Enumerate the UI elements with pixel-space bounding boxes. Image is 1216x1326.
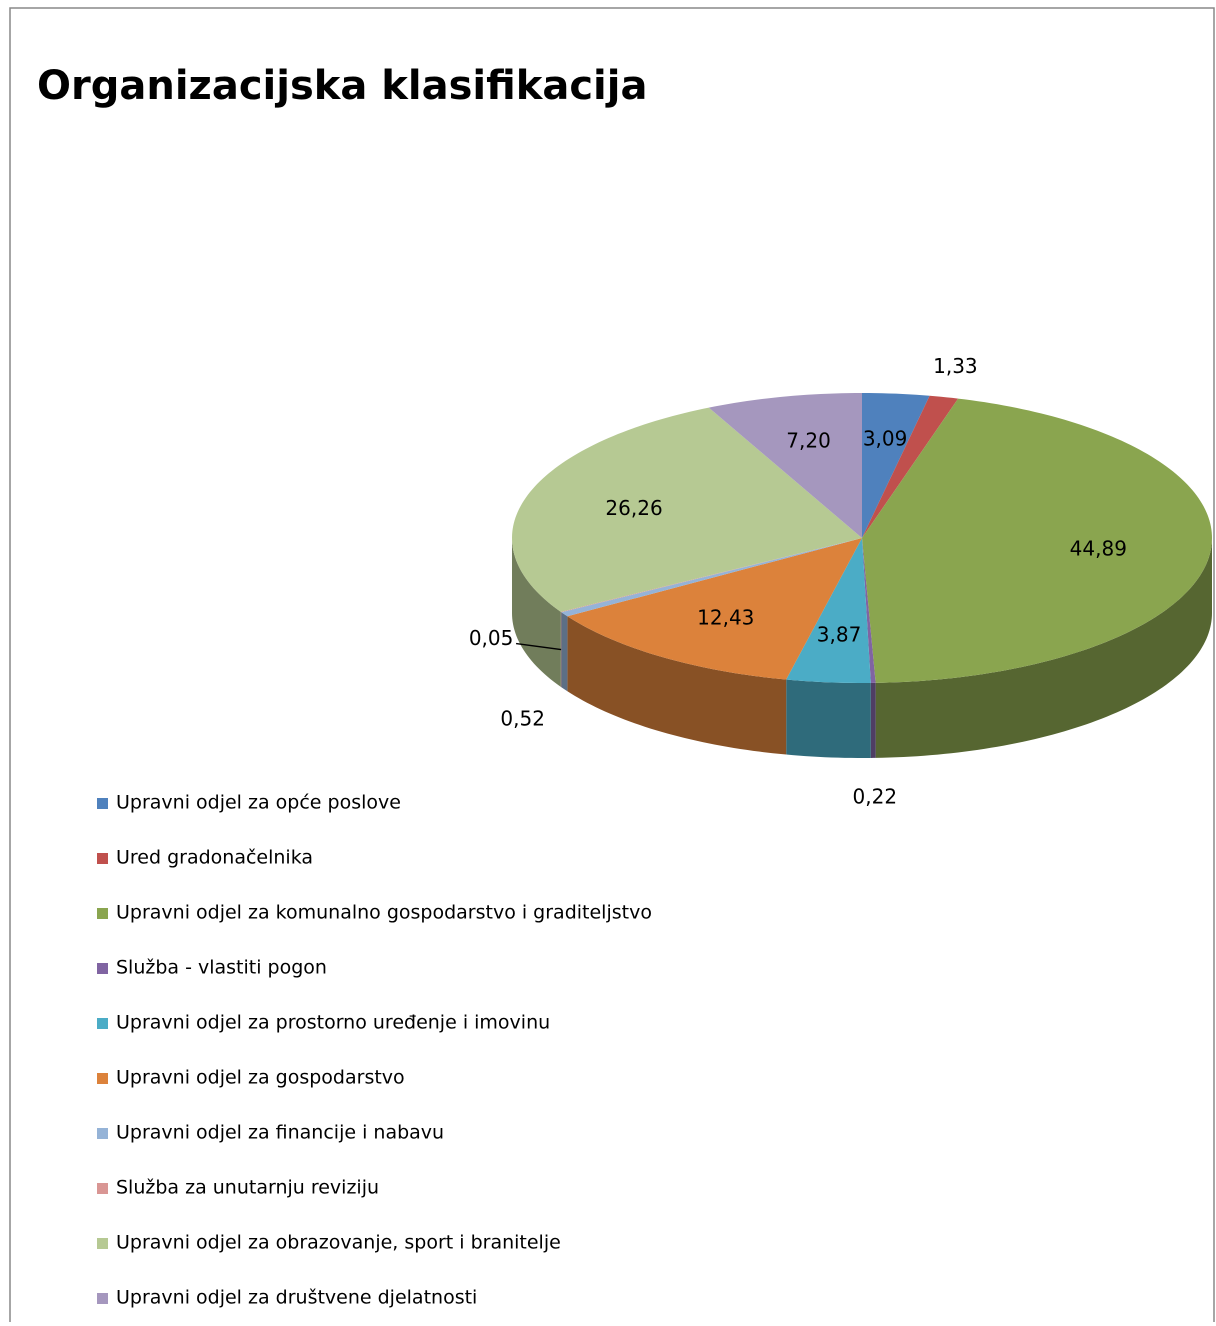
data-label: 12,43 — [697, 605, 754, 629]
legend-label: Upravni odjel za gospodarstvo — [116, 1067, 405, 1089]
pie-slice — [786, 538, 871, 683]
data-label: 0,05 — [469, 626, 514, 650]
pie-side — [512, 538, 561, 687]
data-label: 44,89 — [1070, 536, 1127, 560]
legend-label: Upravni odjel za financije i nabavu — [116, 1122, 444, 1144]
legend-swatch — [97, 1073, 108, 1084]
legend-swatch — [97, 1018, 108, 1029]
legend-swatch — [97, 908, 108, 919]
pie-slice — [512, 407, 862, 612]
pie-side — [567, 616, 787, 755]
legend-swatch — [97, 1128, 108, 1139]
pie-slice — [560, 538, 862, 613]
legend-swatch — [97, 1238, 108, 1249]
data-label: 3,87 — [817, 623, 862, 647]
legend-swatch — [97, 1183, 108, 1194]
data-label: 7,20 — [786, 428, 831, 452]
data-label: 26,26 — [605, 496, 662, 520]
data-label: 3,09 — [863, 426, 908, 450]
legend-label: Upravni odjel za obrazovanje, sport i br… — [116, 1232, 561, 1254]
legend-swatch — [97, 853, 108, 864]
legend-label: Upravni odjel za društvene djelatnosti — [116, 1287, 477, 1309]
pie-side — [875, 538, 1212, 758]
pie-side — [561, 612, 568, 692]
pie-slice — [862, 538, 876, 683]
pie-side — [786, 679, 871, 758]
frame — [9, 7, 1215, 1322]
pie-slice — [708, 393, 862, 538]
legend-label: Upravni odjel za prostorno uređenje i im… — [116, 1012, 550, 1034]
data-label: 0,22 — [853, 785, 898, 809]
data-label: 0,52 — [500, 706, 545, 730]
data-label: 1,33 — [933, 354, 978, 378]
pie-slice — [862, 398, 1212, 683]
pie-slice — [561, 538, 862, 617]
legend-label: Upravni odjel za opće poslove — [116, 792, 401, 814]
pie-slice — [862, 395, 959, 538]
legend-label: Služba - vlastiti pogon — [116, 957, 327, 979]
legend-swatch — [97, 798, 108, 809]
pie-slice — [862, 393, 930, 538]
legend-label: Upravni odjel za komunalno gospodarstvo … — [116, 902, 652, 924]
legend-swatch — [97, 1293, 108, 1304]
pie-side — [870, 682, 876, 758]
legend-label: Služba za unutarnju reviziju — [116, 1177, 379, 1199]
legend-label: Ured gradonačelnika — [116, 847, 313, 869]
legend-swatch — [97, 963, 108, 974]
pie-side — [560, 611, 562, 688]
chart-title: Organizacijska klasifikacija — [37, 63, 647, 109]
leader-line — [515, 642, 562, 651]
pie-slice — [567, 538, 862, 680]
